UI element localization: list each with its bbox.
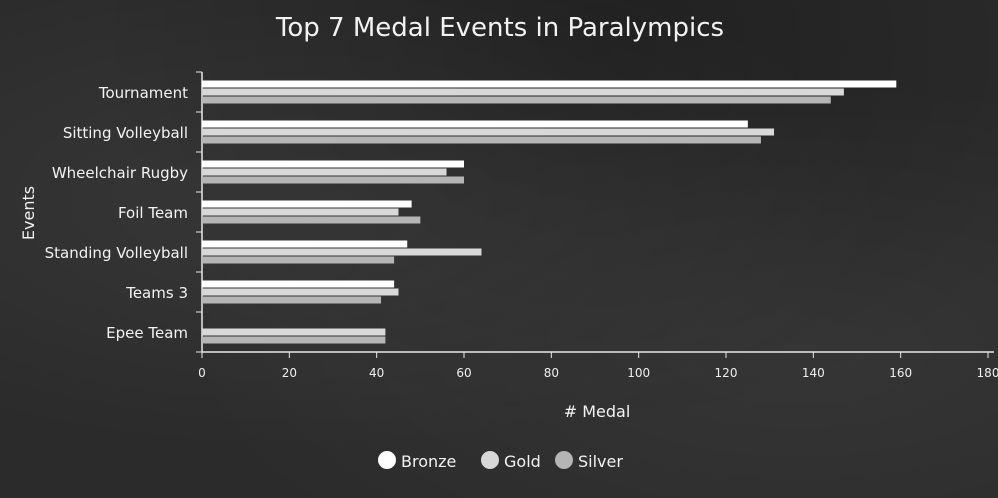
bar-bronze[interactable] <box>202 160 464 168</box>
x-tick-label: 140 <box>802 366 825 380</box>
bar-gold[interactable] <box>202 248 482 256</box>
bar-silver[interactable] <box>202 336 386 344</box>
bar-gold[interactable] <box>202 208 399 216</box>
x-tick-label: 180 <box>977 366 998 380</box>
plot-area: 0 20 40 60 80 100 120 140 160 180 Tournament Sittin… <box>45 71 998 380</box>
category-label: Epee Team <box>106 324 188 342</box>
legend-label[interactable]: Gold <box>504 452 541 471</box>
bar-gold[interactable] <box>202 168 447 176</box>
bar-silver[interactable] <box>202 176 464 184</box>
legend[interactable]: Bronze Gold Silver <box>378 451 623 471</box>
category-label: Wheelchair Rugby <box>52 164 188 182</box>
category-label: Foil Team <box>118 204 188 222</box>
y-axis-label: Events <box>19 186 38 240</box>
legend-swatch[interactable] <box>555 451 573 469</box>
bar-bronze[interactable] <box>202 240 408 248</box>
bar-silver[interactable] <box>202 136 761 144</box>
bar-silver[interactable] <box>202 216 421 224</box>
bar-gold[interactable] <box>202 288 399 296</box>
x-tick-label: 80 <box>544 366 559 380</box>
bar-gold[interactable] <box>202 88 844 96</box>
bar-silver[interactable] <box>202 296 382 304</box>
x-tick-label: 40 <box>369 366 384 380</box>
bar-gold[interactable] <box>202 128 775 136</box>
x-axis-label: # Medal <box>564 402 631 421</box>
legend-label[interactable]: Silver <box>578 452 623 471</box>
legend-swatch[interactable] <box>378 451 396 469</box>
x-tick-label: 60 <box>456 366 471 380</box>
chart-title: Top 7 Medal Events in Paralympics <box>275 13 724 43</box>
bar-gold[interactable] <box>202 328 386 336</box>
category-label: Tournament <box>98 84 188 102</box>
x-tick-label: 20 <box>282 366 297 380</box>
bar-bronze[interactable] <box>202 280 395 288</box>
x-tick-label: 0 <box>198 366 206 380</box>
category-label: Teams 3 <box>125 284 188 302</box>
category-label: Sitting Volleyball <box>63 124 188 142</box>
legend-label[interactable]: Bronze <box>401 452 456 471</box>
bar-silver[interactable] <box>202 96 831 104</box>
x-tick-label: 160 <box>889 366 912 380</box>
x-tick-label: 120 <box>715 366 738 380</box>
category-label: Standing Volleyball <box>45 244 188 262</box>
x-tick-label: 100 <box>627 366 650 380</box>
bar-bronze[interactable] <box>202 120 748 128</box>
bar-silver[interactable] <box>202 256 395 264</box>
bar-bronze[interactable] <box>202 80 897 88</box>
bar-bronze[interactable] <box>202 200 412 208</box>
legend-swatch[interactable] <box>481 451 499 469</box>
